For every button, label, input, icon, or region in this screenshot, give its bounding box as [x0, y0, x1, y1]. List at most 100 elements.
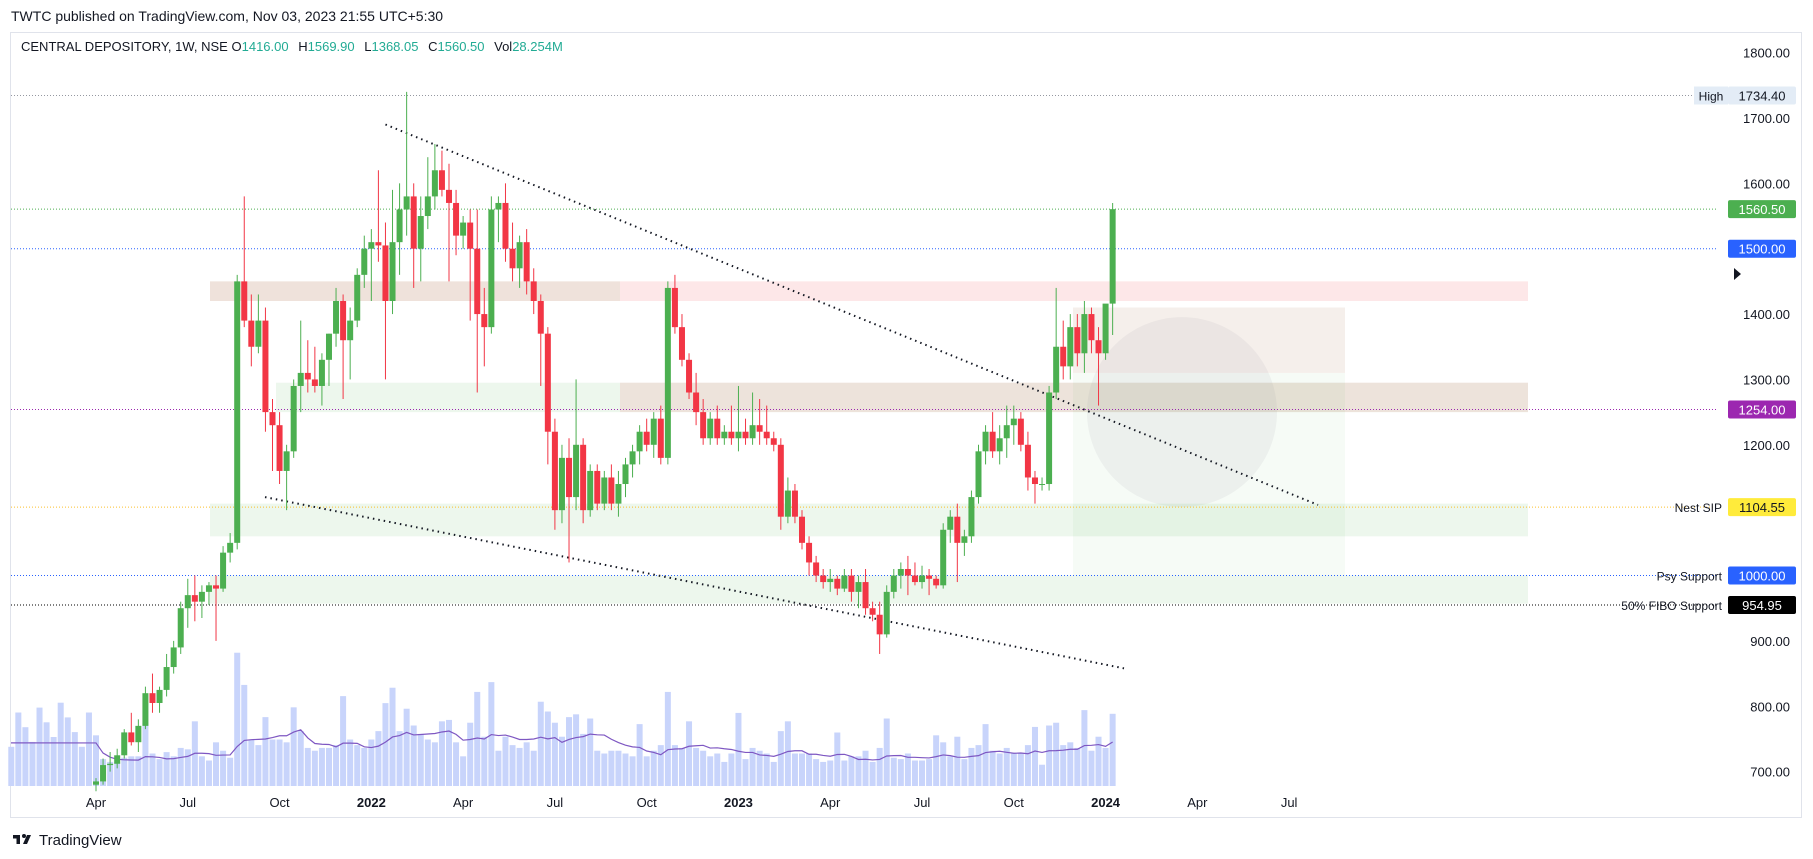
- volume-bar: [700, 750, 707, 786]
- candle-body: [156, 689, 163, 703]
- axis-cursor-icon: [1734, 268, 1741, 280]
- chart-frame[interactable]: [10, 32, 1802, 818]
- candle: [876, 601, 883, 654]
- time-tick-label: Jul: [1281, 795, 1298, 810]
- candle: [982, 425, 989, 465]
- candle-body: [213, 585, 220, 589]
- candle: [368, 229, 375, 301]
- volume-bar: [1067, 742, 1074, 786]
- candle: [488, 196, 495, 334]
- volume-bar: [650, 750, 657, 786]
- time-tick-label: Apr: [453, 795, 474, 810]
- candle: [396, 183, 403, 275]
- candle: [806, 536, 813, 576]
- candle-body: [608, 477, 615, 504]
- price-tick-label: 900.00: [1750, 634, 1790, 649]
- candle: [382, 222, 389, 380]
- time-tick-label: Jul: [914, 795, 931, 810]
- volume-bar: [537, 701, 544, 786]
- candle: [283, 444, 290, 511]
- volume-bar: [318, 747, 325, 786]
- volume-bar: [255, 745, 262, 786]
- line-label: Psy Support: [1657, 570, 1723, 584]
- volume-bar: [85, 712, 92, 786]
- candle-body: [862, 582, 869, 609]
- volume-bar: [375, 731, 382, 786]
- candle-body: [530, 281, 537, 301]
- volume-bar: [904, 753, 911, 786]
- tradingview-logo-icon: [13, 834, 31, 844]
- price-tag: 1000.00 Psy Support: [1657, 566, 1796, 585]
- candle: [996, 425, 1003, 465]
- high-label-bg: [1694, 86, 1728, 105]
- candle-body: [241, 281, 248, 321]
- volume-bar: [333, 745, 340, 786]
- candle: [947, 510, 954, 543]
- candle-body: [728, 431, 735, 439]
- volume-bar: [516, 747, 523, 786]
- candle: [446, 163, 452, 282]
- candle: [848, 568, 855, 602]
- price-tick-label: 1300.00: [1743, 372, 1790, 387]
- volume-bar: [940, 742, 947, 786]
- candle-body: [128, 732, 135, 743]
- price-tag-value: 1560.50: [1739, 202, 1786, 217]
- candle-body: [269, 412, 276, 426]
- candle: [622, 457, 629, 498]
- candle: [537, 294, 544, 386]
- candle: [1003, 405, 1010, 458]
- volume-bar: [777, 731, 784, 786]
- legend-low-label: L: [364, 39, 372, 54]
- candle: [615, 470, 622, 517]
- candle-body: [1053, 346, 1060, 393]
- candle: [234, 274, 241, 550]
- candle-body: [622, 464, 629, 485]
- candle-body: [431, 170, 438, 197]
- time-tick-label: 2024: [1091, 795, 1121, 810]
- candle-body: [693, 392, 700, 413]
- volume-bar: [883, 718, 890, 786]
- candle-body: [170, 647, 177, 668]
- legend-open-value: 1416.00: [241, 39, 289, 54]
- candle-body: [791, 490, 798, 517]
- volume-bar: [615, 750, 622, 786]
- volume-ma-line: [10, 729, 1113, 761]
- price-tag: 1104.55 Nest SIP: [1675, 498, 1796, 517]
- candle: [827, 568, 834, 592]
- candle: [460, 216, 467, 249]
- volume-bar: [876, 747, 883, 786]
- volume-bar: [629, 756, 636, 786]
- candle-body: [438, 170, 445, 190]
- volume-bar: [933, 735, 940, 786]
- candle-body: [601, 477, 608, 504]
- candle: [530, 268, 537, 315]
- candle-body: [947, 516, 954, 530]
- volume-bar: [213, 742, 220, 786]
- volume-bar: [558, 736, 565, 786]
- candle: [700, 399, 707, 445]
- volume-bar: [947, 756, 954, 786]
- volume-bar: [198, 756, 205, 786]
- candle-body: [255, 320, 262, 347]
- candle-body: [897, 568, 904, 576]
- candle-body: [453, 202, 460, 236]
- candle-body: [198, 591, 205, 602]
- candle: [735, 385, 742, 452]
- volume-bar: [770, 761, 777, 786]
- candle: [686, 353, 693, 400]
- volume-bar: [205, 760, 212, 786]
- candle-body: [93, 781, 99, 785]
- candle-body: [227, 542, 234, 553]
- candle-body: [629, 451, 636, 465]
- candle: [728, 405, 735, 445]
- candle: [749, 392, 756, 445]
- candle-body: [926, 575, 933, 579]
- volume-bar: [57, 702, 64, 786]
- candle-body: [481, 314, 488, 328]
- candle-body: [799, 516, 805, 543]
- candle: [262, 307, 269, 432]
- candle: [813, 555, 820, 583]
- volume-bar: [276, 739, 283, 786]
- candle: [114, 748, 121, 769]
